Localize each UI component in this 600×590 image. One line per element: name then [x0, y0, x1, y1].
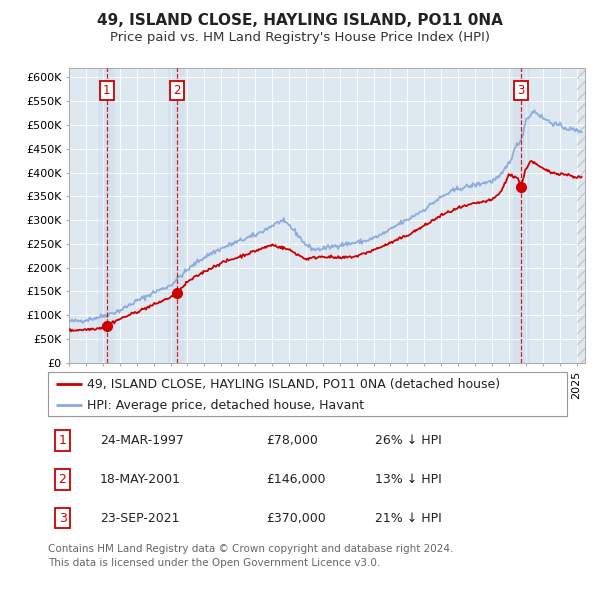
Text: 2: 2 [173, 84, 181, 97]
Text: Contains HM Land Registry data © Crown copyright and database right 2024.
This d: Contains HM Land Registry data © Crown c… [48, 544, 454, 568]
Text: 13% ↓ HPI: 13% ↓ HPI [375, 473, 442, 486]
Bar [577, 68, 585, 363]
Text: 49, ISLAND CLOSE, HAYLING ISLAND, PO11 0NA (detached house): 49, ISLAND CLOSE, HAYLING ISLAND, PO11 0… [87, 378, 500, 391]
Text: 49, ISLAND CLOSE, HAYLING ISLAND, PO11 0NA: 49, ISLAND CLOSE, HAYLING ISLAND, PO11 0… [97, 13, 503, 28]
Text: 3: 3 [518, 84, 525, 97]
Text: 18-MAY-2001: 18-MAY-2001 [100, 473, 181, 486]
Text: 3: 3 [59, 512, 67, 525]
Text: 21% ↓ HPI: 21% ↓ HPI [375, 512, 442, 525]
Text: 23-SEP-2021: 23-SEP-2021 [100, 512, 179, 525]
Bar [577, 68, 585, 363]
Text: 1: 1 [59, 434, 67, 447]
Text: HPI: Average price, detached house, Havant: HPI: Average price, detached house, Hava… [87, 399, 364, 412]
Bar [98, 68, 115, 363]
Text: £146,000: £146,000 [266, 473, 325, 486]
Text: £78,000: £78,000 [266, 434, 318, 447]
Text: 1: 1 [103, 84, 110, 97]
Text: £370,000: £370,000 [266, 512, 326, 525]
Bar [169, 68, 185, 363]
Text: Price paid vs. HM Land Registry's House Price Index (HPI): Price paid vs. HM Land Registry's House … [110, 31, 490, 44]
Text: 2: 2 [59, 473, 67, 486]
Text: 26% ↓ HPI: 26% ↓ HPI [375, 434, 442, 447]
Bar [513, 68, 530, 363]
Text: 24-MAR-1997: 24-MAR-1997 [100, 434, 184, 447]
